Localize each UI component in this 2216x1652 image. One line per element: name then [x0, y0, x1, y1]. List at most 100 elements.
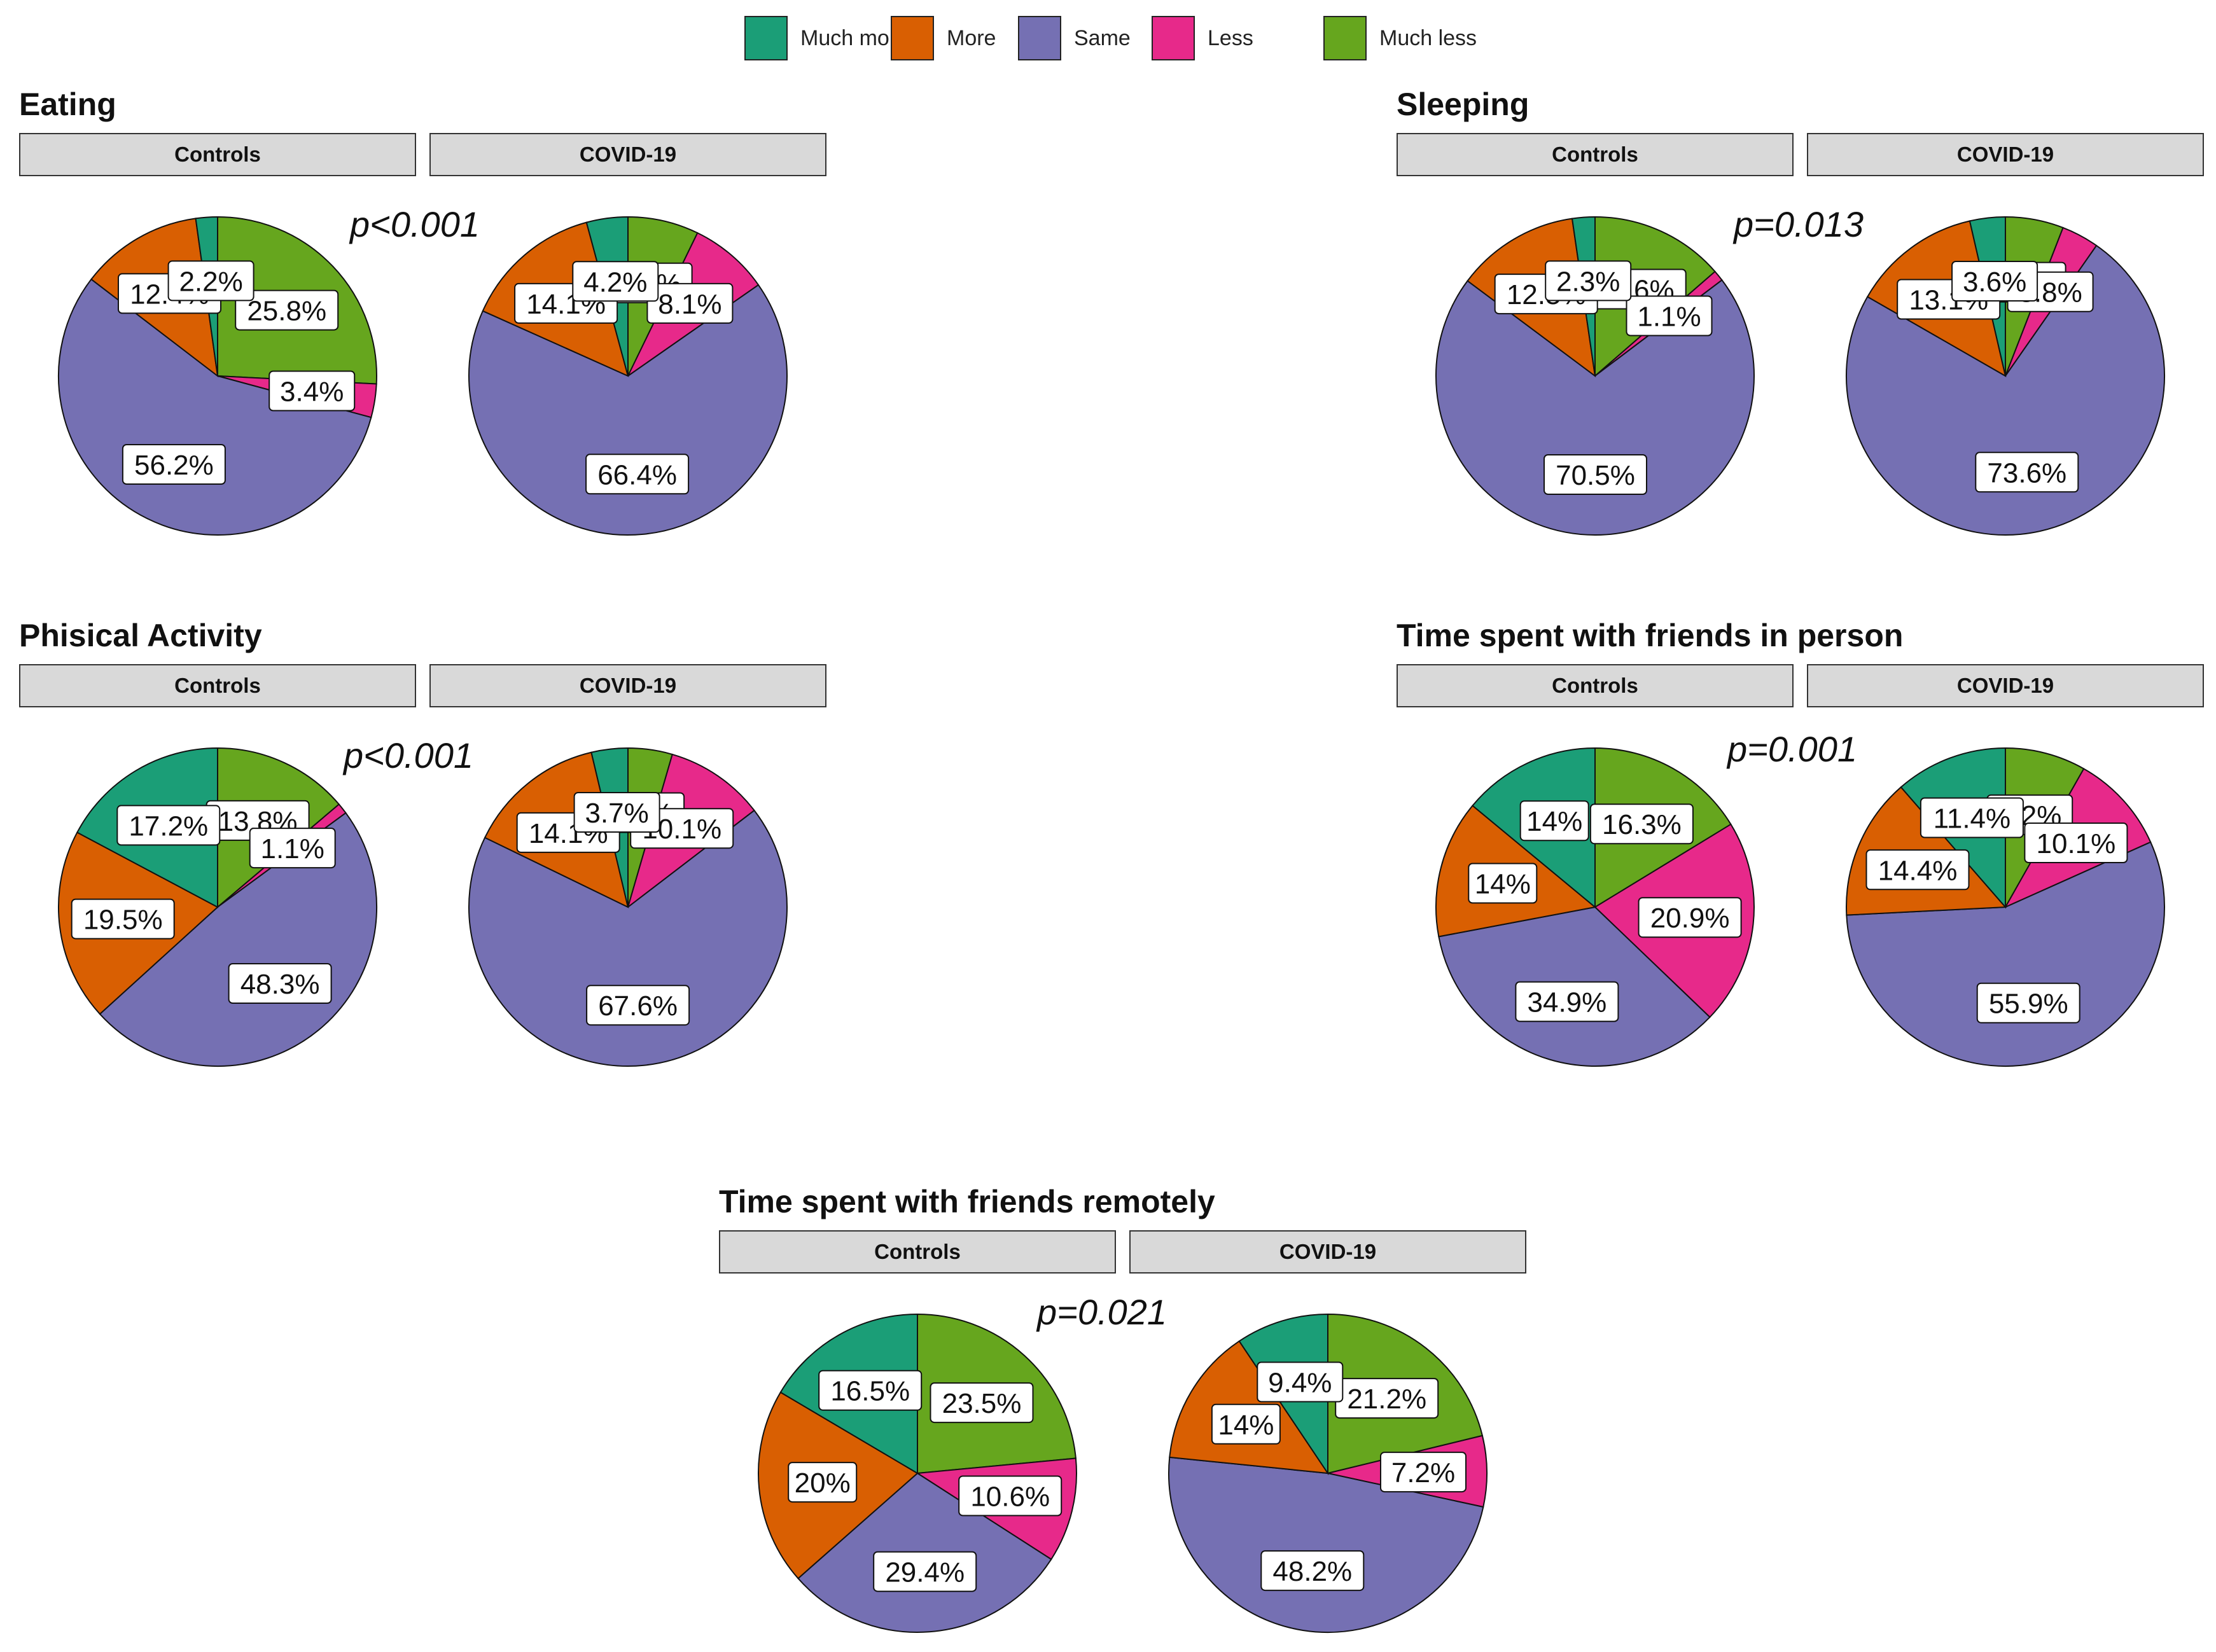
data-label-box	[1975, 452, 2079, 493]
legend-label-more: More	[947, 25, 996, 50]
legend-label-less: Less	[1208, 25, 1253, 50]
data-label-text: 9.4%	[1268, 1368, 1332, 1399]
pie-covid-19: 5.9%3.8%73.6%13.1%3.6%	[1846, 216, 2165, 536]
data-label-same: 67.6%	[586, 985, 690, 1026]
data-label-same: 55.9%	[1976, 982, 2080, 1024]
p-value: p=0.001	[1727, 729, 1857, 769]
panel-title: Phisical Activity	[19, 618, 262, 653]
p-value: p=0.021	[1037, 1292, 1167, 1332]
data-label-box	[1865, 849, 1970, 891]
pie-controls: 13.6%1.1%70.5%12.5%2.3%	[1435, 216, 1755, 536]
data-label-more: 14%	[1211, 1403, 1281, 1445]
data-label-text: 10.6%	[970, 1482, 1050, 1513]
data-label-same: 48.2%	[1260, 1550, 1365, 1592]
data-label-same: 73.6%	[1975, 452, 2079, 493]
data-label-much-more: 2.2%	[167, 260, 254, 302]
legend-item-same: Same	[1018, 13, 1131, 64]
data-label-box	[1519, 800, 1589, 842]
p-value: p<0.001	[350, 204, 480, 244]
data-label-box	[1951, 261, 2038, 302]
data-label-much-more: 4.2%	[572, 261, 659, 302]
data-label-text: 56.2%	[134, 450, 214, 481]
facet-strip-controls: Controls	[1397, 133, 1794, 176]
pie-canvas: 16.3%20.9%34.9%14%14% 8.2%10.1%55.9%14.4%…	[1435, 747, 2166, 1067]
data-label-box	[958, 1475, 1063, 1517]
data-label-text: 4.2%	[583, 267, 647, 298]
data-label-much-more: 11.4%	[1920, 797, 2024, 838]
data-label-box	[1211, 1403, 1281, 1445]
data-label-text: 3.6%	[1963, 267, 2026, 298]
legend-key-same	[1018, 16, 1061, 60]
data-label-text: 23.5%	[942, 1388, 1022, 1419]
data-label-text: 3.7%	[585, 798, 648, 829]
data-label-box	[818, 1370, 923, 1411]
facet-strip-covid-19: COVID-19	[1807, 133, 2204, 176]
data-label-much-less: 21.2%	[1335, 1378, 1439, 1419]
pie-controls: 25.8%3.4%56.2%12.4%2.2%	[58, 216, 377, 536]
data-label-text: 2.3%	[1556, 266, 1620, 297]
pie-slice-same	[1435, 279, 1755, 536]
pie-covid-19: 7.2%8.1%66.4%14.1%4.2%	[468, 216, 788, 536]
data-label-box	[930, 1382, 1034, 1424]
pie-slice-same	[468, 809, 788, 1067]
legend-label-much-less: Much less	[1379, 25, 1477, 50]
data-label-text: 14.4%	[1878, 855, 1958, 886]
facet-strip-covid-19: COVID-19	[1807, 664, 2204, 707]
data-label-text: 66.4%	[597, 459, 677, 490]
data-label-box	[573, 792, 660, 833]
data-label-box	[586, 985, 690, 1026]
panel-phisical-activity: Phisical Activity Controls COVID-19 p<0.001…	[19, 617, 826, 1075]
data-label-text: 34.9%	[1528, 987, 1607, 1018]
data-label-text: 67.6%	[598, 990, 678, 1022]
data-label-much-more: 14%	[1519, 800, 1589, 842]
data-label-text: 20%	[795, 1468, 851, 1499]
data-label-box	[116, 805, 221, 846]
facet-strip-covid-19: COVID-19	[429, 133, 826, 176]
data-label-less: 8.1%	[646, 282, 734, 324]
data-label-less: 3.4%	[268, 370, 356, 412]
facet-strip-controls: Controls	[19, 664, 416, 707]
data-label-box	[1544, 454, 1647, 495]
data-label-text: 3.4%	[280, 377, 344, 408]
data-label-box	[1638, 897, 1742, 938]
pie-slice-same	[1846, 244, 2165, 536]
pie-slice-same	[468, 284, 788, 536]
data-label-much-less: 23.5%	[930, 1382, 1034, 1424]
data-label-text: 14%	[1475, 869, 1531, 900]
legend-key-less	[1152, 16, 1195, 60]
panel-eating: Eating Controls COVID-19 p<0.001 25.8% 3.4% 56…	[19, 86, 826, 544]
data-label-text: 21.2%	[1347, 1384, 1426, 1415]
data-label-text: 14%	[1526, 806, 1582, 837]
p-value: p<0.001	[344, 735, 473, 775]
legend-item-much-more: Much more	[744, 13, 909, 64]
data-label-much-more: 17.2%	[116, 805, 221, 846]
data-label-more: 14.4%	[1865, 849, 1970, 891]
legend-key-much-more	[744, 16, 788, 60]
chart-legend: Much more More Same Less Much less	[744, 13, 1482, 64]
data-label-text: 11.4%	[1934, 803, 2011, 835]
data-label-text: 29.4%	[885, 1557, 965, 1588]
data-label-text: 73.6%	[1987, 457, 2066, 489]
data-label-less: 20.9%	[1638, 897, 1742, 938]
data-label-box	[1920, 797, 2024, 838]
data-label-box	[1380, 1452, 1467, 1493]
data-label-box	[122, 444, 226, 485]
data-label-more: 20%	[788, 1462, 858, 1503]
panel-time-spent-with-friends-in-person: Time spent with friends in person Control…	[1397, 617, 2204, 1075]
data-label-text: 16.3%	[1602, 809, 1682, 840]
data-label-same: 48.3%	[228, 963, 332, 1004]
data-label-box	[1257, 1361, 1344, 1403]
panel-title: Time spent with friends in person	[1397, 618, 1904, 653]
data-label-box	[1515, 981, 1619, 1022]
data-label-box	[1545, 260, 1632, 302]
panel-time-spent-with-friends-remotely: Time spent with friends remotely Controls…	[719, 1183, 1526, 1641]
data-label-box	[167, 260, 254, 302]
data-label-box	[1976, 982, 2080, 1024]
data-label-text: 70.5%	[1556, 460, 1635, 491]
data-label-box	[1468, 863, 1538, 904]
data-label-much-more: 3.6%	[1951, 261, 2038, 302]
data-label-text: 8.1%	[658, 289, 721, 320]
data-label-less: 10.1%	[2024, 823, 2128, 863]
data-label-same: 29.4%	[873, 1551, 977, 1592]
facet-strip-controls: Controls	[1397, 664, 1794, 707]
